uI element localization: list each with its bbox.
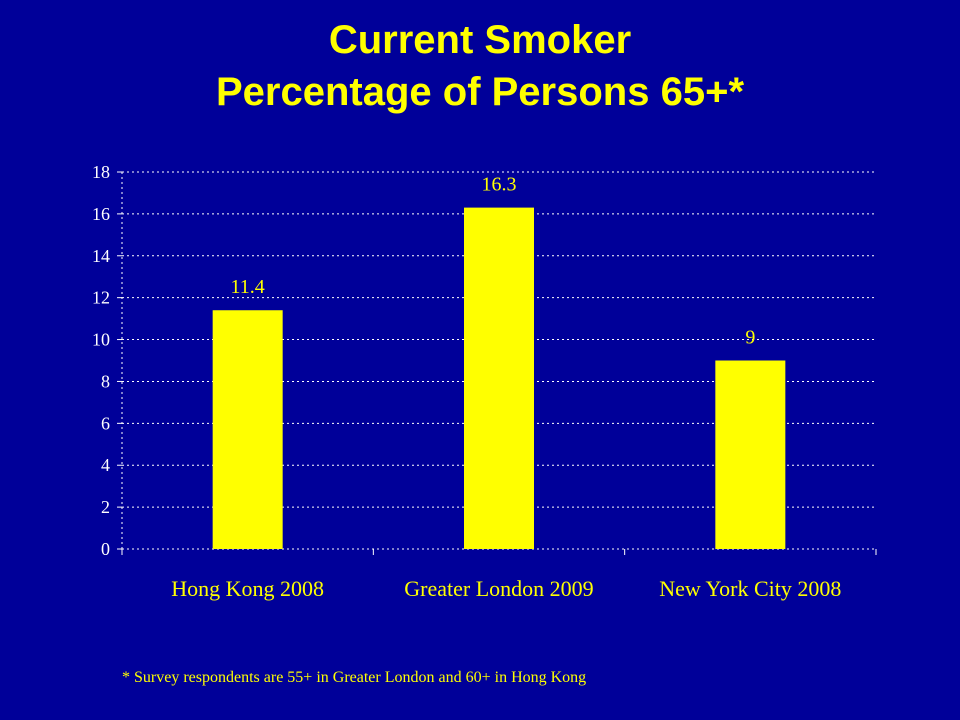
footnote: * Survey respondents are 55+ in Greater …	[122, 669, 587, 686]
y-tick-label: 2	[101, 497, 110, 517]
bar	[464, 207, 534, 549]
bar	[715, 360, 786, 549]
y-tick-label: 18	[92, 162, 110, 182]
y-tick-label: 16	[92, 204, 110, 224]
y-tick-label: 12	[92, 288, 110, 308]
y-tick-label: 6	[101, 413, 110, 433]
y-tick-label: 10	[92, 330, 110, 350]
chart-title-line-1: Current Smoker	[328, 18, 632, 62]
y-tick-label: 8	[101, 371, 110, 391]
y-tick-label: 14	[92, 246, 110, 266]
y-tick-label: 0	[101, 539, 110, 559]
y-tick-label: 4	[101, 455, 110, 475]
x-tick-label: Greater London 2009	[404, 576, 593, 601]
x-tick-label: New York City 2008	[659, 576, 841, 601]
data-label: 16.3	[482, 174, 517, 196]
data-label: 11.4	[231, 276, 265, 298]
x-tick-label: Hong Kong 2008	[171, 576, 324, 601]
chart-title-line-2: Percentage of Persons 65+*	[215, 70, 745, 114]
data-label: 9	[745, 327, 755, 349]
bar	[212, 310, 283, 549]
